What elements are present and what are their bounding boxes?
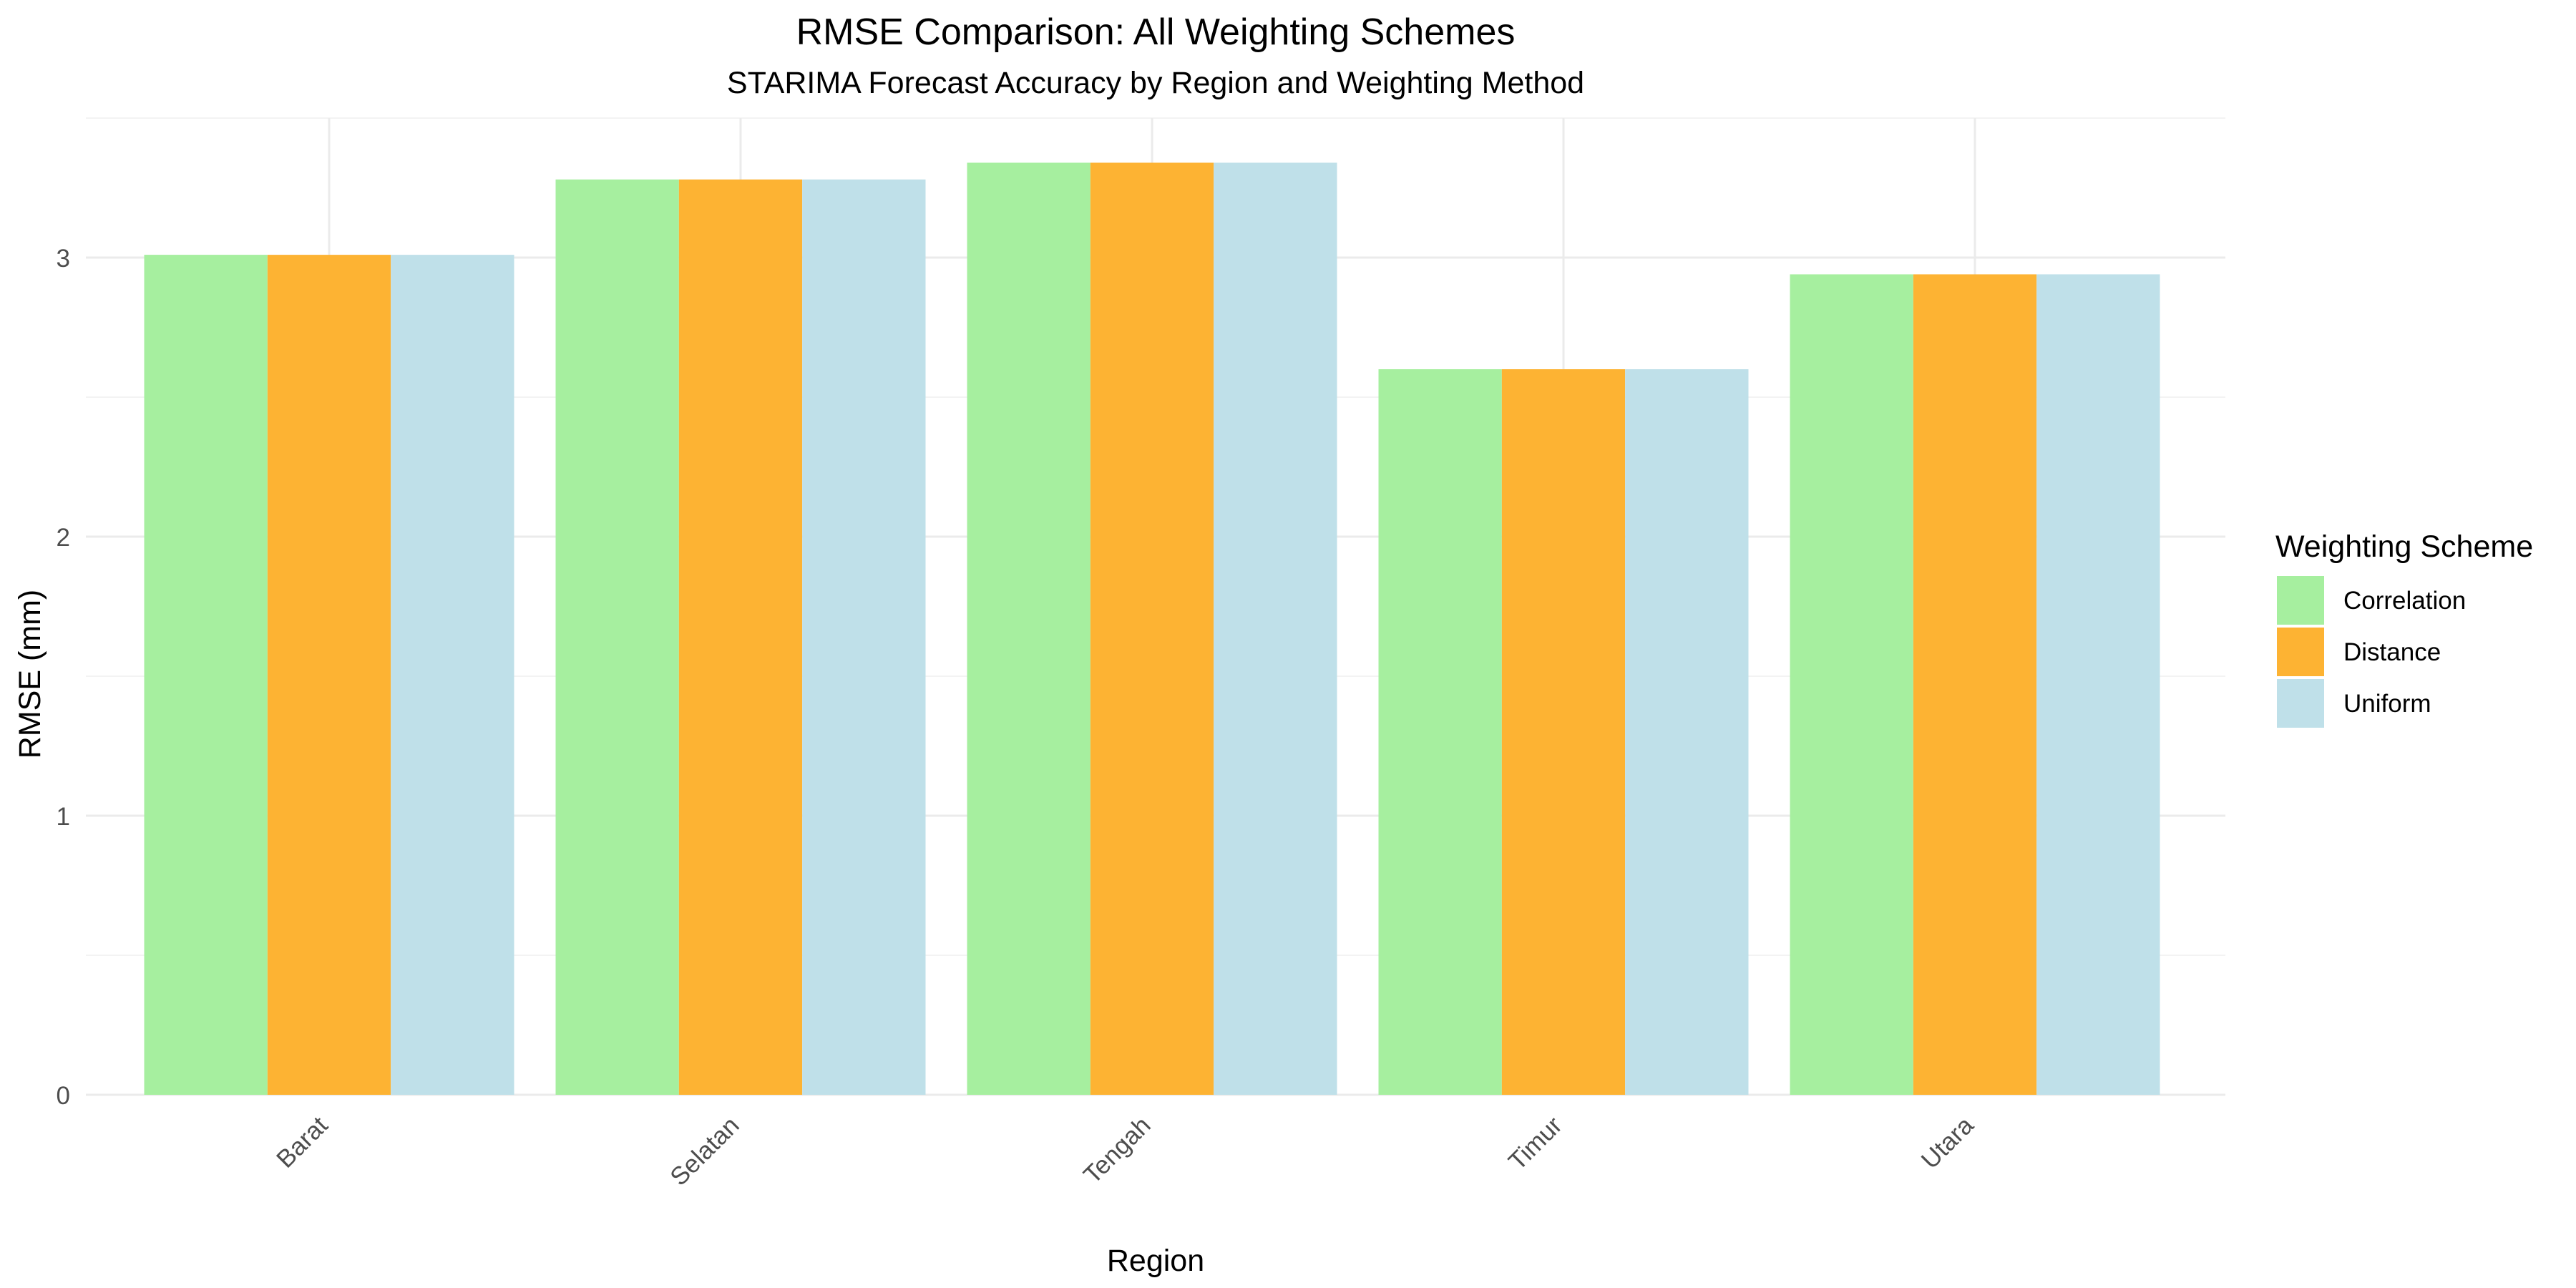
bar-uniform-timur [1625, 369, 1749, 1095]
bar-correlation-utara [1790, 274, 1913, 1095]
bars-layer [144, 162, 2160, 1096]
legend-title: Weighting Scheme [2275, 530, 2533, 564]
bar-distance-tengah [1090, 162, 1214, 1095]
bar-distance-selatan [678, 179, 803, 1095]
bar-correlation-selatan [555, 179, 679, 1095]
x-tick-label: Utara [1916, 1111, 1979, 1174]
y-tick-label: 2 [57, 524, 70, 552]
legend-swatch-correlation [2277, 576, 2324, 625]
x-tick-label: Timur [1503, 1111, 1568, 1176]
y-tick-label: 0 [57, 1082, 70, 1110]
legend-label-distance: Distance [2343, 638, 2441, 666]
bar-distance-barat [267, 255, 391, 1096]
chart-subtitle: STARIMA Forecast Accuracy by Region and … [727, 66, 1584, 100]
legend-label-correlation: Correlation [2343, 587, 2466, 615]
x-tick-label: Tengah [1078, 1111, 1156, 1189]
bar-distance-utara [1913, 274, 2037, 1095]
bar-correlation-timur [1378, 369, 1502, 1095]
bar-correlation-tengah [967, 162, 1091, 1095]
chart-title: RMSE Comparison: All Weighting Schemes [796, 11, 1516, 53]
bar-uniform-barat [391, 255, 514, 1096]
bar-uniform-selatan [802, 179, 926, 1095]
x-tick-label: Barat [271, 1111, 333, 1174]
bar-uniform-utara [2036, 274, 2160, 1095]
legend-swatch-uniform [2277, 679, 2324, 728]
x-tick-label: Selatan [665, 1111, 745, 1191]
x-axis-title: Region [1107, 1244, 1204, 1278]
y-axis-title: RMSE (mm) [13, 590, 47, 758]
legend-swatch-distance [2277, 628, 2324, 676]
bar-distance-timur [1501, 369, 1626, 1095]
legend: Weighting Scheme Correlation Distance Unif… [2275, 530, 2533, 728]
legend-label-uniform: Uniform [2343, 690, 2431, 718]
bar-correlation-barat [144, 255, 268, 1096]
y-tick-label: 3 [57, 245, 70, 273]
legend-items: Correlation Distance Uniform [2277, 576, 2466, 728]
y-tick-label: 1 [57, 803, 70, 831]
bar-uniform-tengah [1214, 162, 1337, 1095]
